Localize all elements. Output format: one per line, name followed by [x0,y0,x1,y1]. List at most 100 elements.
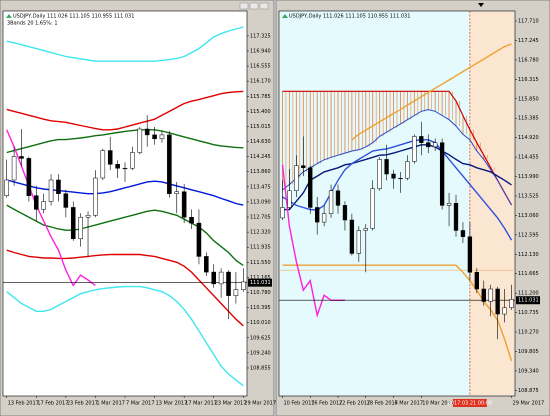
candle-body [495,288,500,315]
candle-body [115,164,120,169]
y-tick-label: 108.875 [518,388,539,394]
x-tick-label: 10 Feb 2017 [283,401,314,407]
y-tick-label: 116.170 [250,79,271,85]
candle-body [48,179,54,202]
price-label-box [516,296,540,305]
y-tick-label: 116.315 [518,77,539,83]
candle-body [342,205,348,221]
y-tick-label: 112.705 [250,215,271,221]
candle-body [226,271,231,296]
candle-body [70,207,76,240]
maximize-button[interactable] [249,2,259,10]
y-tick-label: 114.455 [518,155,539,161]
candle-body [398,177,403,180]
y-tick-label: 114.630 [250,139,271,145]
x-tick-label: 28 Feb 2017 [367,401,398,407]
candle-body [412,136,417,162]
window-buttons[interactable] [239,2,269,10]
title-icon [282,14,288,18]
x-tick-label: 29 Mar 2017 [244,401,276,407]
price-label: 111.031 [518,298,539,304]
y-tick-label: 110.780 [250,290,271,296]
candle-body [356,230,361,254]
indicator-line [6,90,244,131]
y-tick-label: 113.060 [518,213,539,219]
candle-body [78,216,83,240]
y-tick-label: 114.245 [250,154,271,160]
y-tick-label: 116.555 [250,64,271,70]
candle-body [370,188,375,229]
candle-body [460,230,466,237]
candle-body [189,216,194,224]
y-tick-label: 115.785 [250,94,271,100]
candle-body [144,128,150,136]
candle-body [26,158,32,196]
x-tick-label: 1 Mar 2017 [96,401,125,407]
y-tick-label: 113.860 [250,169,271,175]
indicator-line [6,129,244,154]
x-tick-label: 13 Feb 2017 [8,401,39,407]
close-button[interactable] [259,2,269,10]
x-tick-label: 22 Feb 2017 [339,401,370,407]
candle-body [287,190,292,208]
candle-body [63,193,69,208]
candle-body [122,167,128,170]
indicator-line [6,129,96,287]
candle-body [93,177,98,216]
candle-body [152,134,157,140]
candle-body [33,195,39,210]
candle-body [137,128,143,153]
minimize-button[interactable] [239,2,249,10]
x-tick-label: 7 Mar 2017 [126,401,155,407]
candle-body [439,142,445,206]
y-tick-label: 110.735 [518,310,539,316]
y-tick-label: 111.165 [250,275,271,281]
y-tick-label: 111.935 [250,245,271,251]
plot-area [2,10,248,397]
indicator-line [282,264,513,362]
y-tick-label: 112.320 [250,230,271,236]
y-tick-label: 113.475 [250,184,271,190]
candle-body [41,201,46,210]
chart-title: USDJPY,Daily 111.026 111.105 110.955 111… [13,14,134,20]
y-tick-label: 111.200 [518,291,539,297]
chart-subtitle: 3Bands 20 1.65%: 1 [7,21,58,27]
price-label: 111.031 [250,280,271,286]
y-tick-label: 114.920 [518,135,539,141]
candle-body [4,179,9,196]
candle-body [301,165,306,169]
y-tick-label: 110.010 [250,320,271,326]
crosshair-label: 2017.03.21 00:00 [448,401,493,407]
y-tick-label: 113.990 [518,174,539,180]
y-tick-label: 115.400 [250,109,271,115]
candle-body [391,173,396,179]
candle-body [11,156,17,181]
y-tick-label: 111.665 [518,271,539,277]
x-tick-label: 13 Mar 2017 [156,401,188,407]
indicator-line [6,285,244,387]
candle-body [419,136,424,143]
candle-body [488,288,493,302]
candle-body [384,159,389,175]
candle-body [107,150,113,165]
cloud-upper-line [282,90,513,206]
candle-body [241,281,246,291]
y-tick-label: 111.550 [250,260,271,266]
x-tick-label: 17 Mar 2017 [185,401,217,407]
candle-body [100,150,106,179]
candle-body [363,228,368,231]
candle-body [467,236,473,273]
candle-body [233,289,239,296]
y-tick-label: 112.595 [518,232,539,238]
candle-body [85,215,91,218]
y-tick-label: 109.340 [518,368,539,374]
indicator-line [282,139,513,241]
cloud-lower-line [282,109,512,206]
indicator-line [282,144,512,211]
y-tick-label: 117.245 [518,38,539,44]
candle-body [474,272,479,290]
candle-body [218,271,224,285]
candle-body [308,167,313,208]
